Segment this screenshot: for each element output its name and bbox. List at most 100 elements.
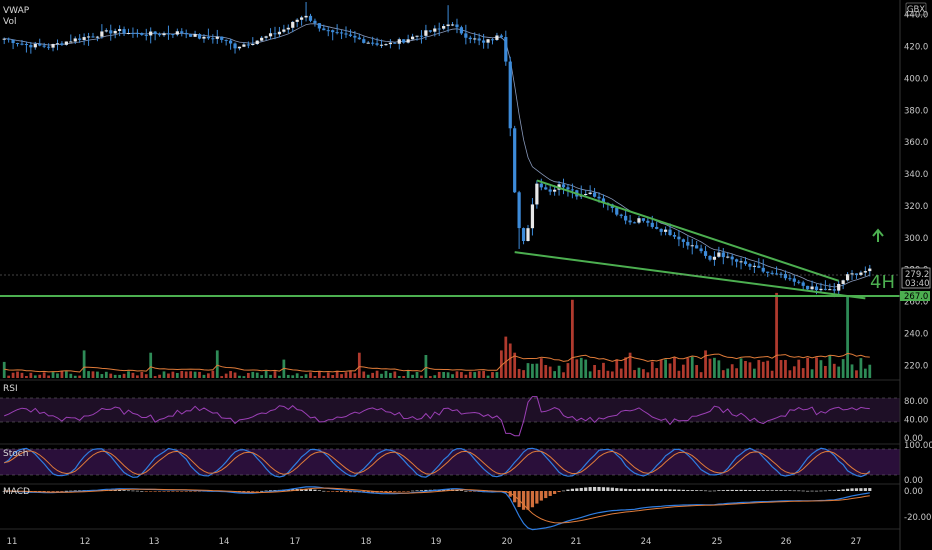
macd-histogram-bar (859, 488, 863, 491)
candle-body (206, 36, 211, 39)
macd-histogram-bar (78, 490, 82, 491)
price-tick-label: 360.0 (904, 138, 928, 148)
volume-bar (7, 375, 11, 378)
candle-body (2, 38, 6, 40)
candle-body (632, 222, 637, 224)
candle-body (464, 33, 468, 38)
macd-histogram-bar (140, 490, 144, 492)
time-tick-label: 17 (290, 537, 301, 547)
candle-body (832, 289, 836, 291)
volume-bar (33, 375, 37, 378)
candle-body (7, 38, 11, 40)
macd-histogram-bar (588, 487, 592, 491)
candle-body (504, 37, 508, 62)
candle-body (273, 33, 277, 35)
candle-body (82, 37, 86, 40)
price-tick-label: 400.0 (904, 74, 928, 84)
volume-bar (433, 375, 437, 378)
candle-body (353, 35, 357, 38)
macd-histogram-bar (828, 490, 832, 492)
volume-bar (313, 376, 317, 378)
volume-bar (78, 375, 82, 378)
volume-bar (362, 371, 366, 378)
candle-body (601, 198, 606, 204)
candle-body (326, 30, 330, 32)
volume-bar (242, 376, 246, 378)
candle-body (508, 61, 512, 129)
volume-bar (442, 371, 446, 378)
stoch-label[interactable]: Stoch (3, 449, 28, 459)
rsi-label[interactable]: RSI (3, 384, 18, 394)
price-tick-labels: 440.0 420.0 400.0 380.0 360.0 340.0 320.0 300.0… (904, 11, 928, 372)
vol-label[interactable]: Vol (3, 17, 16, 27)
candle-body (619, 214, 623, 216)
macd-histogram-bar (371, 491, 375, 493)
candle-body (69, 41, 73, 43)
candle-body (335, 32, 339, 34)
candle-body (672, 235, 677, 237)
volume-bar (815, 357, 818, 378)
macd-histogram-bar (615, 488, 619, 491)
macd-histogram-bar (193, 491, 197, 492)
macd-histogram-bar (69, 490, 73, 492)
volume-bar (264, 370, 268, 378)
macd-histogram-bar (144, 491, 148, 492)
trendlines[interactable] (514, 179, 866, 300)
candle-body (695, 245, 699, 249)
time-axis[interactable]: 11 12 13 14 17 18 19 20 21 24 25 26 27 (7, 537, 862, 547)
candle-body (530, 204, 535, 229)
candle-body (419, 35, 424, 37)
candle-body (553, 189, 557, 192)
volume-bar (20, 372, 24, 378)
rsi-pane[interactable]: RSI (0, 384, 900, 437)
volume-bar (238, 375, 241, 378)
vwap-label[interactable]: VWAP (3, 6, 30, 16)
volume-bar (797, 359, 801, 378)
macd-pane[interactable]: MACD (2, 486, 872, 531)
price-pane[interactable]: VWAP Vol (0, 2, 900, 378)
time-tick-label: 12 (80, 537, 91, 547)
macd-histogram-bar (535, 491, 539, 504)
macd-histogram-bar (131, 490, 135, 492)
candle-body (362, 39, 366, 43)
volume-bar (557, 365, 561, 378)
volume-bar (29, 372, 33, 378)
volume-bar (286, 374, 290, 378)
price-tick-label: 440.0 (904, 11, 928, 21)
volume-bar (473, 372, 477, 378)
macd-histogram-bar (757, 490, 761, 491)
macd-histogram-bar (726, 489, 730, 491)
candle-body (60, 43, 64, 45)
candle-body (859, 272, 863, 275)
time-tick-label: 26 (781, 537, 792, 547)
candle-body (735, 259, 739, 262)
volume-bar (610, 371, 614, 378)
candle-body (548, 189, 552, 192)
volume-bar (366, 374, 370, 378)
volume-bar (104, 371, 108, 378)
candle-body (828, 289, 832, 291)
candle-body (184, 32, 188, 35)
candle-body (726, 256, 730, 258)
macd-label[interactable]: MACD (3, 487, 30, 497)
currency-badge[interactable] (905, 2, 927, 16)
candle-body (122, 29, 126, 34)
candle-body (823, 288, 827, 290)
candle-body (681, 239, 685, 242)
volume-bar (118, 374, 122, 378)
volume-bar (642, 369, 645, 378)
macd-histogram-bar (268, 490, 273, 491)
candle-body (486, 39, 490, 43)
volume-bar (619, 368, 623, 378)
macd-histogram-bar (184, 491, 188, 492)
candle-body (180, 31, 184, 33)
volume-bar (304, 374, 308, 378)
candle-body (455, 24, 459, 28)
candle-body (868, 268, 872, 272)
price-axis[interactable]: GBX 440.0 420.0 400.0 380.0 360.0 340.0 320.0 3… (899, 0, 932, 550)
volume-bar (211, 370, 215, 378)
stoch-pane[interactable]: Stoch (0, 447, 900, 478)
candle-body (260, 37, 264, 41)
